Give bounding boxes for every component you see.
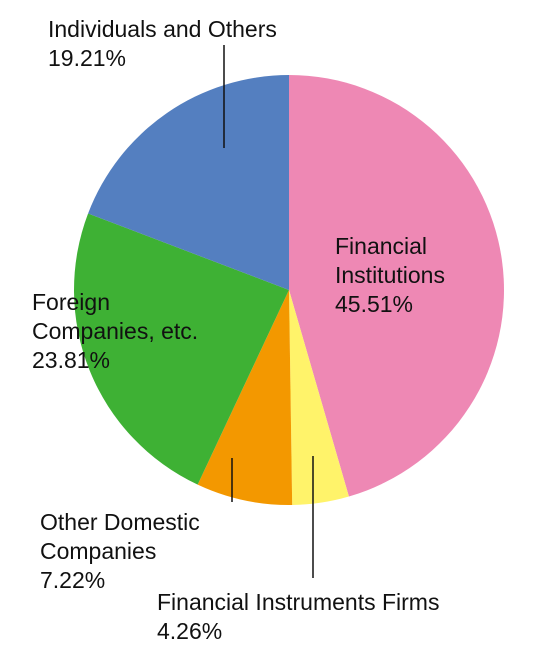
value-label: 19.21% — [48, 45, 127, 71]
value-label: 45.51% — [335, 291, 414, 317]
category-name: Financial Instruments Firms — [157, 589, 440, 615]
value-label: 7.22% — [40, 567, 106, 593]
category-name: Foreign Companies, etc. — [32, 289, 199, 344]
slice-label: Financial Institutions 45.51% — [335, 232, 485, 319]
slice-label: Foreign Companies, etc. 23.81% — [32, 288, 237, 375]
pie-slice — [88, 75, 289, 290]
pie-slice — [197, 290, 293, 505]
category-name: Individuals and Others — [48, 16, 277, 42]
pie-slice — [74, 213, 289, 485]
category-name: Financial Institutions — [335, 233, 445, 288]
value-label: 23.81% — [32, 347, 111, 373]
slices — [74, 75, 504, 505]
category-name: Other Domestic Companies — [40, 509, 200, 564]
pie-slice — [289, 290, 349, 505]
slice-label: Other Domestic Companies 7.22% — [40, 508, 255, 595]
value-label: 4.26% — [157, 618, 223, 644]
pie-slice — [289, 75, 504, 497]
slice-label: Financial Instruments Firms 4.26% — [157, 588, 537, 646]
slice-label: Individuals and Others 19.21% — [48, 15, 378, 73]
